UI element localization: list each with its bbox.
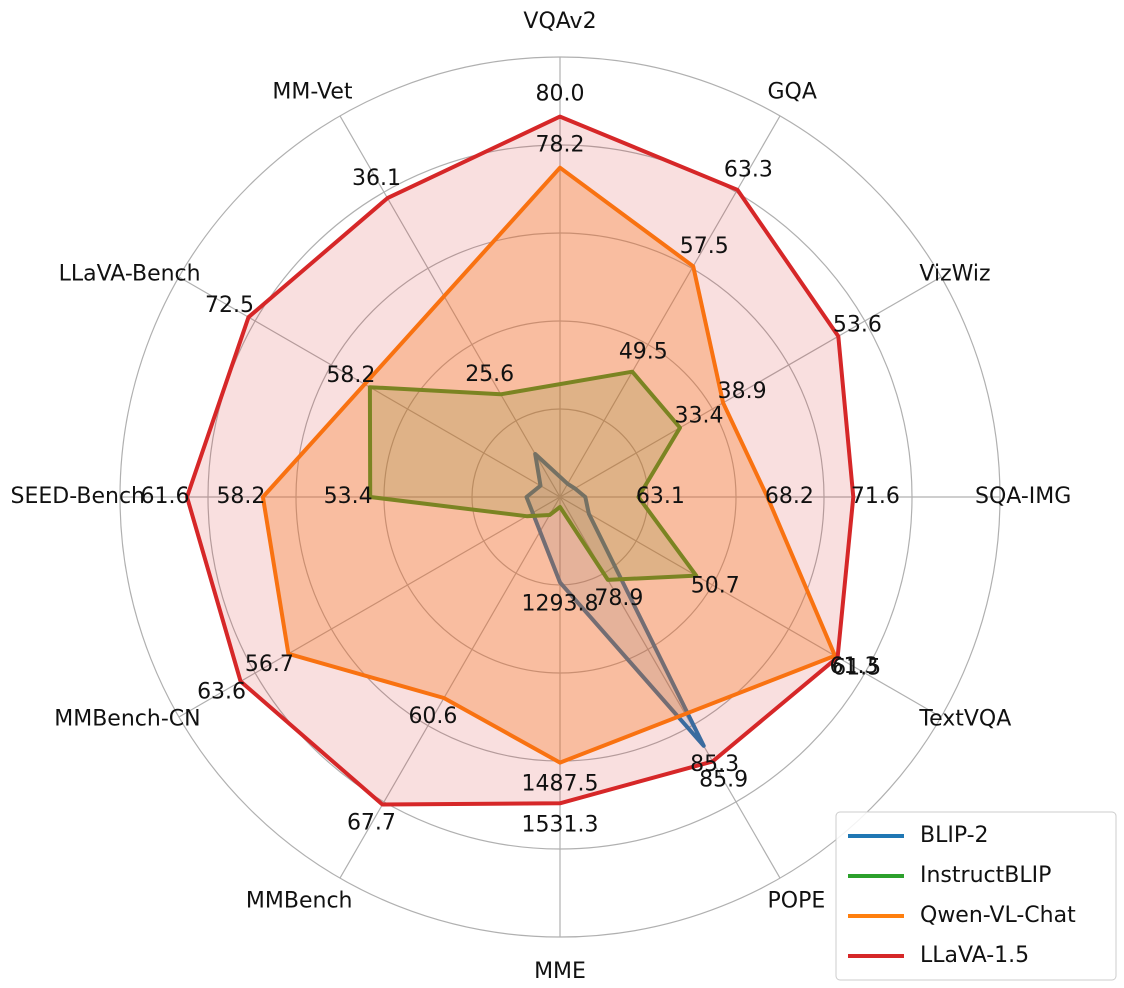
axis-spoke [339,115,561,498]
value-label: 1487.5 [522,772,599,797]
category-label: LLaVA-Bench [59,262,201,287]
value-label: 36.1 [352,166,401,191]
category-label: MME [534,959,586,984]
value-label: 61.6 [141,484,190,509]
axis-spoke [559,276,942,498]
value-label: 57.5 [680,234,729,259]
value-label: 78.9 [594,586,643,611]
category-label: SEED-Bench [11,484,145,509]
series-area [260,165,837,765]
category-label: MM-Vet [272,80,352,105]
value-label: 56.7 [245,652,294,677]
legend-label: BLIP-2 [920,823,989,848]
value-label: 72.5 [205,293,254,318]
legend: BLIP-2 InstructBLIP Qwen-VL-Chat LLaVA-1.5 [835,811,1117,981]
category-label: MMBench-CN [54,707,200,732]
series-area [185,114,856,807]
legend-label: InstructBLIP [920,863,1051,888]
value-label: 78.2 [536,133,585,158]
value-label: 53.6 [833,312,882,337]
value-label: 58.2 [216,484,265,509]
series-area [367,369,699,582]
category-label: SQA-IMG [975,484,1071,509]
category-label: TextVQA [918,707,1011,732]
value-label: 1293.8 [522,591,599,616]
category-label: GQA [768,80,817,105]
value-label: 80.0 [536,82,585,107]
value-label: 38.9 [718,379,767,404]
category-label: VizWiz [919,262,990,287]
value-label: 33.4 [675,404,724,429]
value-label: 63.6 [197,679,246,704]
value-label: 71.6 [851,484,900,509]
legend-label: Qwen-VL-Chat [920,903,1076,928]
axis-spoke [178,496,561,718]
value-label: 85.3 [690,752,739,777]
value-label: 61.3 [830,654,879,679]
value-label: 85.9 [699,767,748,792]
legend-label: LLaVA-1.5 [920,943,1029,968]
value-label: 49.5 [619,340,668,365]
axis-spoke [339,496,561,879]
value-label: 25.6 [465,362,514,387]
value-label: 63.3 [724,158,773,183]
value-label: 50.7 [691,574,740,599]
value-label: 58.2 [326,363,375,388]
axis-spoke [559,496,942,718]
category-label: MMBench [246,888,353,913]
value-label: 67.7 [347,811,396,836]
category-label: VQAv2 [523,9,596,34]
value-label: 63.1 [636,484,685,509]
value-label: 61.5 [832,655,881,680]
value-label: 60.6 [408,704,457,729]
category-label: POPE [768,888,826,913]
value-label: 1531.3 [522,812,599,837]
value-label: 53.4 [324,484,373,509]
axis-spoke [559,115,781,498]
value-label: 68.2 [765,484,814,509]
legend-box [835,811,1117,981]
